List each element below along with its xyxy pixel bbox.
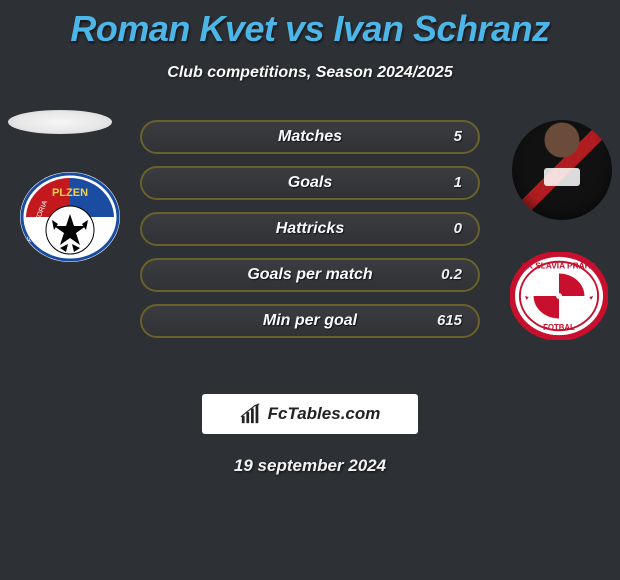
page-title: Roman Kvet vs Ivan Schranz [0, 0, 620, 50]
stat-right-value: 1 [454, 168, 462, 198]
stat-label: Min per goal [263, 306, 357, 336]
stat-row-min-per-goal: Min per goal 615 [140, 304, 480, 338]
comparison-area: PLZEN FC VIKTORIA SK SLAVIA PRAHA FOTBAL [0, 120, 620, 380]
stat-right-value: 0.2 [441, 260, 462, 290]
player-left-avatar [8, 110, 112, 134]
stat-right-value: 0 [454, 214, 462, 244]
svg-text:FOTBAL: FOTBAL [543, 323, 575, 332]
plzen-crest-icon: PLZEN FC VIKTORIA [20, 172, 120, 262]
stat-row-goals: Goals 1 [140, 166, 480, 200]
stat-label: Hattricks [276, 214, 344, 244]
stat-row-matches: Matches 5 [140, 120, 480, 154]
svg-text:SK SLAVIA PRAHA: SK SLAVIA PRAHA [521, 261, 596, 271]
stat-label: Goals [288, 168, 332, 198]
stat-row-hattricks: Hattricks 0 [140, 212, 480, 246]
source-logo-text: FcTables.com [268, 404, 381, 424]
subtitle: Club competitions, Season 2024/2025 [0, 64, 620, 82]
player-right-avatar [512, 120, 612, 220]
stat-right-value: 5 [454, 122, 462, 152]
source-logo: FcTables.com [202, 394, 418, 434]
date-line: 19 september 2024 [0, 456, 620, 476]
stat-right-value: 615 [437, 306, 462, 336]
stat-label: Matches [278, 122, 342, 152]
club-right-badge: SK SLAVIA PRAHA FOTBAL [510, 252, 608, 340]
svg-text:PLZEN: PLZEN [52, 187, 88, 199]
stat-label: Goals per match [247, 260, 372, 290]
slavia-crest-icon: SK SLAVIA PRAHA FOTBAL [510, 252, 608, 340]
bar-chart-icon [240, 403, 262, 425]
stat-row-goals-per-match: Goals per match 0.2 [140, 258, 480, 292]
club-left-badge: PLZEN FC VIKTORIA [20, 172, 120, 262]
stats-column: Matches 5 Goals 1 Hattricks 0 Goals per … [140, 120, 480, 350]
